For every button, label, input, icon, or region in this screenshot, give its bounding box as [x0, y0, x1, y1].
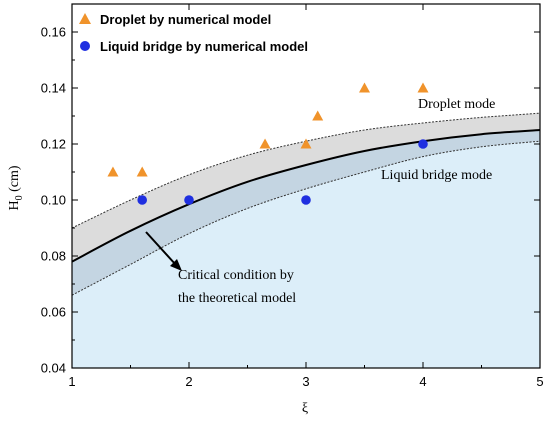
annotation-critical-line1: Critical condition by: [178, 268, 294, 283]
liquid-bridge-point: [184, 195, 194, 205]
y-axis-title: H0 (cm): [7, 165, 25, 210]
legend-marker-droplet: [79, 13, 91, 24]
y-tick-label: 0.12: [41, 137, 66, 152]
y-tick-label: 0.08: [41, 249, 66, 264]
droplet-point: [359, 82, 370, 93]
data-points: [107, 82, 429, 205]
x-tick-label: 5: [536, 374, 543, 389]
x-tick-label: 4: [419, 374, 426, 389]
droplet-point: [259, 138, 271, 149]
x-tick-label: 1: [68, 374, 75, 389]
liquid-bridge-point: [137, 195, 147, 205]
annotation-arrow: [145, 231, 177, 266]
lower-bound-curve: [71, 140, 541, 296]
x-tick-label: 2: [185, 374, 192, 389]
legend-marker-liquid-bridge: [80, 41, 90, 51]
liquid-bridge-point: [418, 139, 428, 149]
droplet-point: [136, 166, 148, 177]
droplet-point: [312, 110, 324, 121]
regions: [72, 113, 540, 368]
axes: 1 2 3 4 5 0.04 0.06 0.08 0.10 0.12 0.14 0.16: [41, 3, 544, 389]
annotation-critical-line2: the theoretical model: [178, 291, 296, 306]
annotation-arrowhead: [170, 259, 182, 271]
droplet-point: [417, 82, 429, 93]
y-tick-label: 0.10: [41, 193, 66, 208]
liquid-bridge-region: [72, 141, 540, 368]
y-tick-label: 0.04: [41, 361, 66, 376]
region-label-liquid-bridge-mode: Liquid bridge mode: [381, 168, 492, 183]
liquid-bridge-point: [301, 195, 311, 205]
droplet-point: [107, 166, 119, 177]
y-tick-label: 0.06: [41, 305, 66, 320]
x-tick-label: 3: [302, 374, 309, 389]
critical-condition-curve: [71, 129, 541, 263]
region-label-droplet-mode: Droplet mode: [418, 97, 495, 112]
droplet-point: [300, 138, 312, 149]
y-tick-label: 0.16: [41, 25, 66, 40]
legend: Droplet by numerical model Liquid bridge…: [79, 12, 308, 54]
y-tick-label: 0.14: [41, 81, 66, 96]
x-axis-title: ξ: [302, 401, 308, 416]
legend-label-droplet: Droplet by numerical model: [100, 12, 271, 27]
legend-label-liquid-bridge: Liquid bridge by numerical model: [100, 39, 308, 54]
